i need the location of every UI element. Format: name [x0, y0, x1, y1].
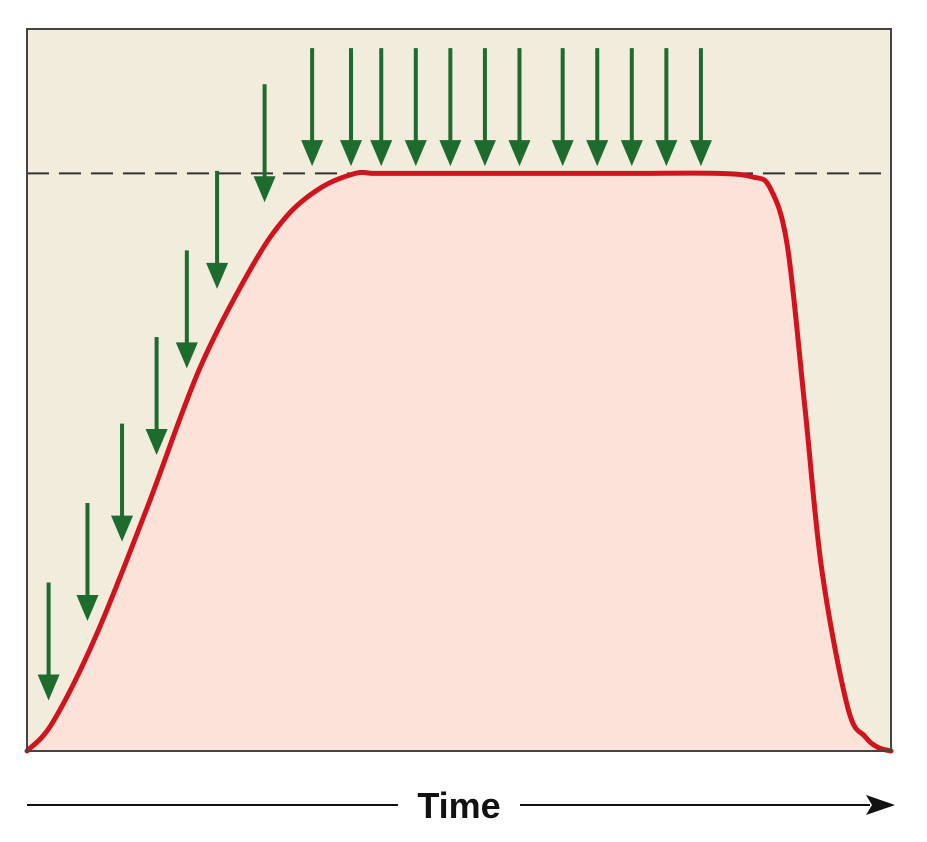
stimulus-arrow — [551, 48, 574, 167]
stimulus-arrow — [404, 48, 427, 167]
stimulus-arrow — [76, 503, 99, 622]
x-axis-label: Time — [417, 785, 500, 826]
stimulus-arrow — [620, 48, 643, 167]
stimulus-arrow — [340, 48, 362, 167]
x-axis-arrow — [27, 795, 895, 815]
stimulus-arrow — [508, 48, 531, 167]
stimulus-arrow — [206, 170, 229, 289]
stimulus-arrow — [145, 336, 168, 455]
stimulus-arrow — [111, 423, 134, 542]
stimulus-arrow — [439, 48, 462, 167]
stimulus-arrow — [37, 582, 60, 701]
response-curve — [24, 169, 894, 754]
area-fill — [27, 172, 891, 752]
stimulus-arrow — [689, 48, 712, 167]
stimulus-arrow — [586, 48, 609, 167]
plot-frame — [26, 28, 892, 752]
stimulus-arrows — [37, 48, 712, 701]
stimulus-arrow — [370, 48, 393, 167]
stimulus-arrow — [175, 250, 198, 369]
stimulus-arrow — [473, 48, 496, 167]
stimulus-arrow — [253, 84, 276, 203]
arrowhead-icon — [866, 795, 895, 815]
stimulus-arrow — [655, 48, 678, 167]
stimulus-arrow — [301, 48, 324, 167]
